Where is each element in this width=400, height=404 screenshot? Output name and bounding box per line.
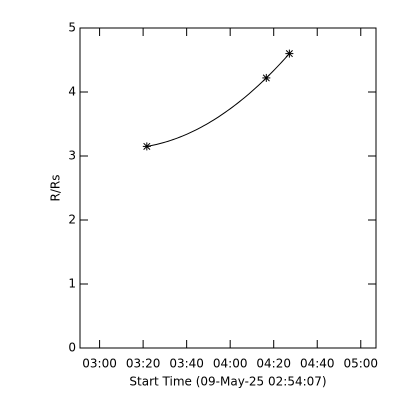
y-tick-label: 1	[68, 277, 76, 291]
y-tick-label: 0	[68, 341, 76, 355]
asterisk-stroke	[285, 50, 293, 58]
x-tick-label: 04:40	[300, 357, 335, 371]
x-tick-label: 04:00	[213, 357, 248, 371]
x-tick-label: 04:20	[256, 357, 291, 371]
data-point	[262, 73, 271, 82]
y-axis-label: R/Rs	[49, 175, 63, 202]
y-tick-label: 2	[68, 213, 76, 227]
x-tick-label: 03:40	[169, 357, 204, 371]
x-tick-label: 03:20	[126, 357, 161, 371]
fit-curve	[146, 53, 290, 147]
y-tick-label: 5	[68, 21, 76, 35]
asterisk-stroke	[262, 74, 270, 82]
x-tick-label: 05:00	[343, 357, 378, 371]
plot-frame	[79, 27, 377, 349]
x-tick-label: 03:00	[82, 357, 117, 371]
x-axis-label: Start Time (09-May-25 02:54:07)	[129, 375, 326, 389]
y-tick-label: 3	[68, 149, 76, 163]
asterisk-stroke	[143, 142, 151, 150]
data-point	[142, 142, 151, 151]
data-point	[285, 49, 294, 58]
y-tick-label: 4	[68, 85, 76, 99]
